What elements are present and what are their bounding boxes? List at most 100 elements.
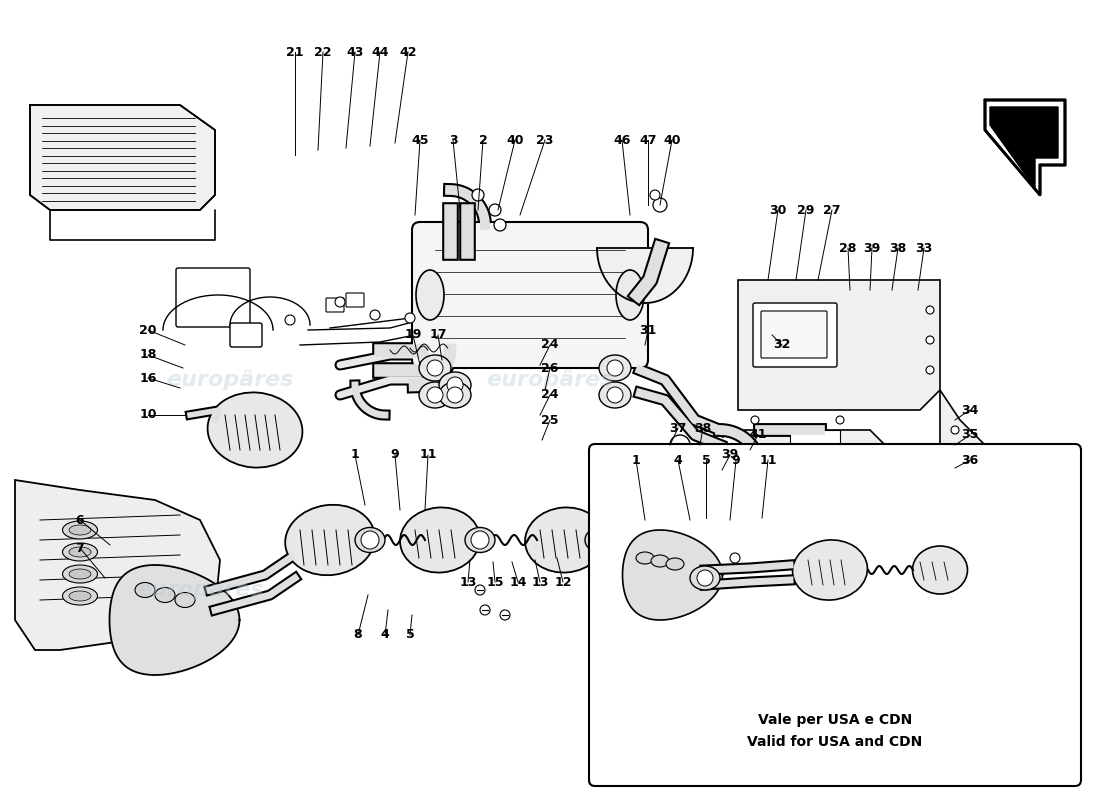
Text: 24: 24 <box>541 389 559 402</box>
Text: 26: 26 <box>541 362 559 374</box>
Ellipse shape <box>355 527 385 553</box>
Text: 20: 20 <box>140 323 156 337</box>
Circle shape <box>650 190 660 200</box>
Text: europäres: europäres <box>586 580 714 600</box>
Text: 47: 47 <box>639 134 657 146</box>
Ellipse shape <box>69 547 91 557</box>
Ellipse shape <box>525 507 605 573</box>
Ellipse shape <box>175 593 195 607</box>
Ellipse shape <box>69 569 91 579</box>
Text: 39: 39 <box>722 449 738 462</box>
Text: 16: 16 <box>140 371 156 385</box>
Polygon shape <box>790 430 840 460</box>
Polygon shape <box>15 480 220 650</box>
Text: 45: 45 <box>411 134 429 146</box>
Circle shape <box>730 553 740 563</box>
Ellipse shape <box>636 552 654 564</box>
Circle shape <box>471 531 490 549</box>
Ellipse shape <box>419 355 451 381</box>
Circle shape <box>361 531 379 549</box>
Circle shape <box>926 306 934 314</box>
Circle shape <box>670 435 690 455</box>
Text: 35: 35 <box>961 429 979 442</box>
Text: 4: 4 <box>673 454 682 466</box>
Polygon shape <box>990 107 1058 188</box>
Text: 31: 31 <box>639 323 657 337</box>
Circle shape <box>494 219 506 231</box>
Ellipse shape <box>63 521 98 539</box>
Circle shape <box>427 360 443 376</box>
Circle shape <box>697 570 713 586</box>
Text: 18: 18 <box>140 349 156 362</box>
Circle shape <box>926 336 934 344</box>
Text: 9: 9 <box>732 454 740 466</box>
Circle shape <box>427 387 443 403</box>
Text: 46: 46 <box>614 134 630 146</box>
Text: 8: 8 <box>354 629 362 642</box>
Text: 17: 17 <box>429 329 447 342</box>
Text: 5: 5 <box>702 454 711 466</box>
Circle shape <box>607 387 623 403</box>
Text: 14: 14 <box>509 575 527 589</box>
Circle shape <box>653 198 667 212</box>
Text: 7: 7 <box>76 542 85 554</box>
Polygon shape <box>738 280 940 410</box>
Ellipse shape <box>208 393 302 467</box>
Circle shape <box>952 426 959 434</box>
Ellipse shape <box>439 372 471 398</box>
Text: 25: 25 <box>541 414 559 426</box>
Text: 42: 42 <box>399 46 417 58</box>
Text: 21: 21 <box>286 46 304 58</box>
Ellipse shape <box>600 355 631 381</box>
Text: 15: 15 <box>486 575 504 589</box>
Circle shape <box>607 360 623 376</box>
Text: 13: 13 <box>531 575 549 589</box>
Circle shape <box>751 416 759 424</box>
Circle shape <box>433 297 443 307</box>
Ellipse shape <box>63 543 98 561</box>
Text: europäres: europäres <box>486 370 614 390</box>
Text: 12: 12 <box>554 575 572 589</box>
Text: 28: 28 <box>839 242 857 254</box>
Circle shape <box>447 387 463 403</box>
Text: 36: 36 <box>961 454 979 466</box>
Text: 30: 30 <box>769 203 786 217</box>
Text: 10: 10 <box>140 409 156 422</box>
Text: 38: 38 <box>694 422 712 434</box>
Text: 29: 29 <box>798 203 815 217</box>
Text: 1: 1 <box>351 449 360 462</box>
Polygon shape <box>940 390 990 510</box>
Ellipse shape <box>690 566 721 590</box>
Text: 1: 1 <box>631 454 640 466</box>
Circle shape <box>472 189 484 201</box>
Text: 33: 33 <box>915 242 933 254</box>
Ellipse shape <box>63 587 98 605</box>
Text: 6: 6 <box>76 514 85 526</box>
Circle shape <box>952 466 959 474</box>
Ellipse shape <box>666 558 684 570</box>
Text: 40: 40 <box>506 134 524 146</box>
Circle shape <box>405 313 415 323</box>
Ellipse shape <box>285 505 375 575</box>
Circle shape <box>836 416 844 424</box>
Ellipse shape <box>155 587 175 602</box>
Ellipse shape <box>419 382 451 408</box>
Ellipse shape <box>135 582 155 598</box>
Circle shape <box>480 605 490 615</box>
Ellipse shape <box>913 546 968 594</box>
Circle shape <box>285 315 295 325</box>
Polygon shape <box>984 100 1065 195</box>
Text: 23: 23 <box>537 134 553 146</box>
Ellipse shape <box>793 540 868 600</box>
Ellipse shape <box>416 270 444 320</box>
FancyBboxPatch shape <box>761 311 827 358</box>
Ellipse shape <box>465 527 495 553</box>
Text: europäres: europäres <box>166 370 294 390</box>
Text: 2: 2 <box>478 134 487 146</box>
Text: Vale per USA e CDN: Vale per USA e CDN <box>758 713 912 727</box>
FancyBboxPatch shape <box>346 293 364 307</box>
Text: 37: 37 <box>669 422 686 434</box>
Text: 11: 11 <box>759 454 777 466</box>
Circle shape <box>490 204 500 216</box>
Circle shape <box>370 310 379 320</box>
